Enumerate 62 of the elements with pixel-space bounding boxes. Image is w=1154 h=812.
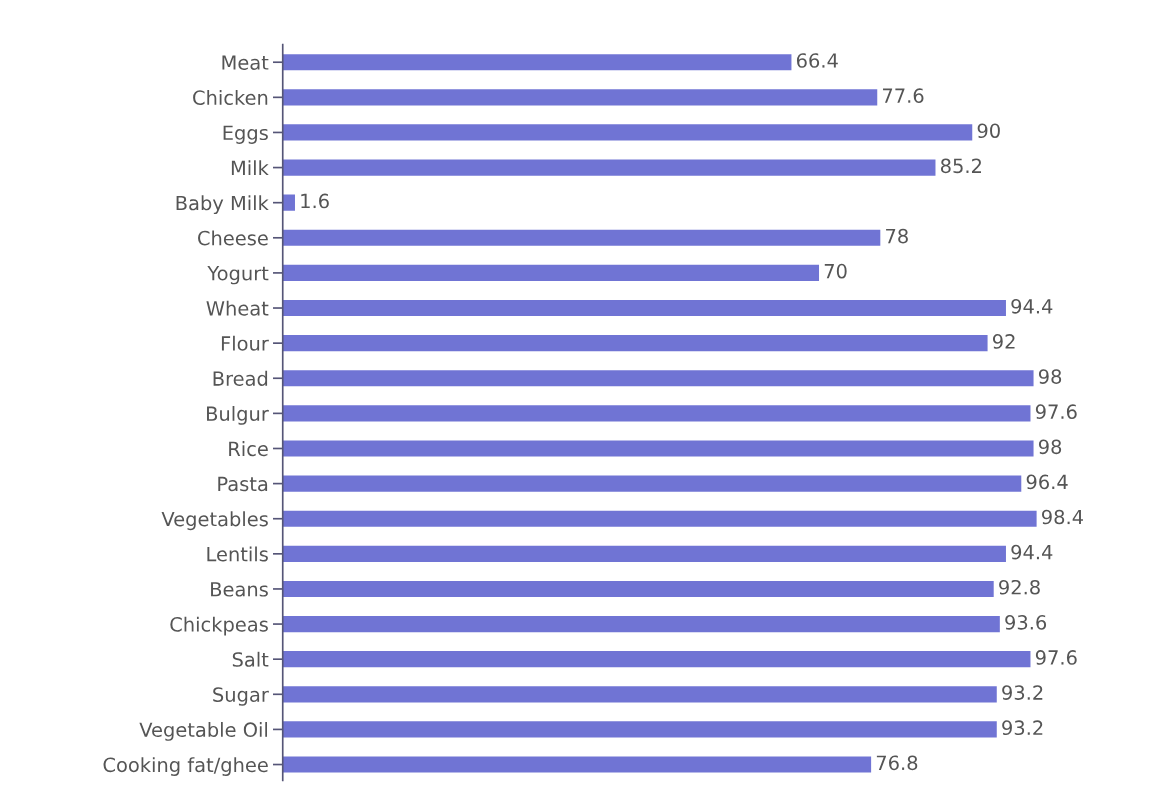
bar [282,54,792,71]
bar [282,335,988,352]
bar [282,686,997,703]
y-tick-label: Vegetable Oil [139,722,268,741]
data-label: 97.6 [1035,404,1077,420]
data-label: 76.8 [876,755,918,771]
data-label: 98.4 [1042,509,1083,525]
y-tick-label: Milk [231,160,269,175]
bar [282,615,1000,633]
bar [282,510,1037,527]
bar [282,299,1006,317]
data-label: 85.2 [940,158,981,174]
data-label: 93.2 [1002,685,1043,700]
data-label: 90 [977,123,1000,139]
y-tick-label: Sugar [213,687,269,706]
y-tick-label: Flour [221,335,269,351]
y-tick-label: Eggs [223,125,268,144]
bar [282,756,872,773]
bar [282,370,1034,387]
data-label: 98 [1038,369,1062,384]
bar [282,229,881,246]
data-label: 92.8 [999,579,1040,595]
y-tick-label: Baby Milk [176,195,269,215]
bar [282,405,1031,422]
y-tick-label: Rice [229,441,268,457]
y-tick-label: Lentils [207,546,268,562]
bar [282,440,1034,457]
data-label: 97.6 [1035,650,1077,665]
data-label: 98 [1038,439,1062,455]
y-tick-label: Salt [232,651,269,667]
y-tick-label: Pasta [218,476,268,492]
data-label: 94.4 [1011,298,1053,314]
bar [282,651,1031,668]
y-tick-label: Beans [211,582,268,597]
data-label: 93.6 [1005,615,1047,630]
bar [282,124,973,141]
data-label: 92 [992,334,1015,349]
data-label: 77.6 [883,88,924,103]
data-label: 93.2 [1002,720,1043,736]
y-tick-label: Bulgur [207,405,269,425]
y-tick-label: Wheat [206,300,269,316]
y-tick-label: Yogurt [207,266,269,285]
y-tick-label: Vegetables [161,511,268,531]
data-label: 94.4 [1011,544,1053,560]
bar [282,264,820,281]
data-label: 1.6 [301,193,329,209]
data-label: 66.4 [796,53,838,68]
data-label: 96.4 [1026,474,1068,490]
y-tick-label: Chickpeas [170,616,268,636]
y-tick-label: Cooking fat/ghee [103,757,268,776]
bar [282,89,878,106]
y-tick-label: Chicken [193,89,268,105]
data-label: 70 [824,263,847,279]
y-tick-label: Meat [222,55,269,70]
bar [282,475,1022,492]
data-label: 78 [886,228,908,244]
y-tick-label: Bread [213,370,268,386]
bar [282,545,1006,562]
y-tick-label: Cheese [198,230,268,246]
bar [282,159,936,176]
bar [282,721,997,738]
bar [282,580,994,598]
